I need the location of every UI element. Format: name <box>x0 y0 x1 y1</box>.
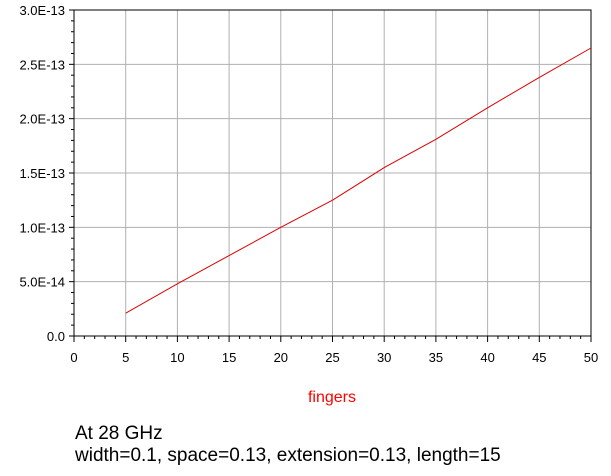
line-chart: 0.0 5.0E-14 1.0E-13 1.5E-13 2.0E-13 2.5E-13 3.… <box>19 3 598 406</box>
y-tick-label: 1.0E-13 <box>19 220 65 235</box>
y-axis-ticks: 0.0 5.0E-14 1.0E-13 1.5E-13 2.0E-13 2.5E-13 3.… <box>19 3 74 344</box>
caption-frequency: At 28 GHz <box>75 423 163 444</box>
x-axis-ticks: 0 5 10 15 20 25 30 35 40 45 50 <box>70 336 598 365</box>
y-tick-label: 2.5E-13 <box>19 57 65 72</box>
minor-ticks <box>71 20 582 339</box>
x-tick-label: 45 <box>532 350 546 365</box>
x-tick-label: 15 <box>222 350 236 365</box>
y-tick-label: 0.0 <box>47 329 65 344</box>
grid <box>74 10 591 336</box>
x-tick-label: 50 <box>584 350 598 365</box>
x-tick-label: 20 <box>274 350 288 365</box>
x-tick-label: 40 <box>480 350 494 365</box>
x-tick-label: 25 <box>325 350 339 365</box>
y-tick-label: 1.5E-13 <box>19 166 65 181</box>
y-tick-label: 5.0E-14 <box>19 275 65 290</box>
x-tick-label: 10 <box>170 350 184 365</box>
x-tick-label: 35 <box>429 350 443 365</box>
y-tick-label: 2.0E-13 <box>19 112 65 127</box>
caption-parameters: width=0.1, space=0.13, extension=0.13, l… <box>75 445 501 466</box>
x-tick-label: 0 <box>70 350 77 365</box>
series-group <box>125 47 592 314</box>
x-tick-label: 30 <box>377 350 391 365</box>
x-tick-label: 5 <box>122 350 129 365</box>
y-tick-label: 3.0E-13 <box>19 3 65 18</box>
series-line <box>125 47 592 314</box>
x-axis-label: fingers <box>308 389 356 406</box>
